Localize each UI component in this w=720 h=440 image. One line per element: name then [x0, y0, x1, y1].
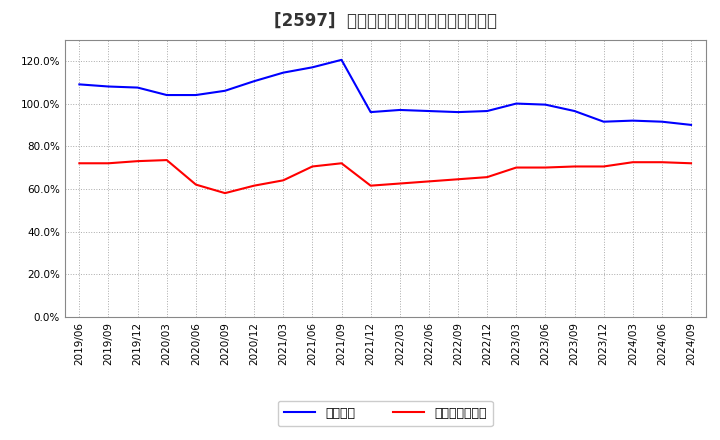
- 固定比率: [599, 119, 608, 125]
- 固定比率: [687, 122, 696, 128]
- 固定長期適合率: [220, 191, 229, 196]
- 固定比率: [75, 82, 84, 87]
- 固定長期適合率: [250, 183, 258, 188]
- 固定比率: [308, 65, 317, 70]
- 固定長期適合率: [657, 160, 666, 165]
- 固定長期適合率: [366, 183, 375, 188]
- 固定長期適合率: [192, 182, 200, 187]
- 固定長期適合率: [395, 181, 404, 186]
- 固定比率: [366, 110, 375, 115]
- 固定長期適合率: [308, 164, 317, 169]
- Line: 固定長期適合率: 固定長期適合率: [79, 160, 691, 193]
- 固定長期適合率: [687, 161, 696, 166]
- 固定比率: [250, 78, 258, 84]
- Line: 固定比率: 固定比率: [79, 60, 691, 125]
- 固定比率: [279, 70, 287, 75]
- 固定長期適合率: [104, 161, 113, 166]
- 固定比率: [483, 108, 492, 114]
- 固定長期適合率: [163, 158, 171, 163]
- 固定長期適合率: [337, 161, 346, 166]
- 固定比率: [570, 108, 579, 114]
- 固定比率: [454, 110, 462, 115]
- 固定比率: [163, 92, 171, 98]
- 固定長期適合率: [483, 175, 492, 180]
- 固定比率: [425, 108, 433, 114]
- 固定比率: [541, 102, 550, 107]
- 固定長期適合率: [629, 160, 637, 165]
- 固定長期適合率: [133, 158, 142, 164]
- 固定比率: [395, 107, 404, 113]
- 固定比率: [512, 101, 521, 106]
- Legend: 固定比率, 固定長期適合率: 固定比率, 固定長期適合率: [278, 401, 492, 426]
- 固定長期適合率: [599, 164, 608, 169]
- 固定比率: [133, 85, 142, 90]
- 固定比率: [192, 92, 200, 98]
- 固定長期適合率: [279, 178, 287, 183]
- 固定長期適合率: [425, 179, 433, 184]
- 固定長期適合率: [512, 165, 521, 170]
- 固定長期適合率: [570, 164, 579, 169]
- 固定長期適合率: [541, 165, 550, 170]
- 固定比率: [104, 84, 113, 89]
- 固定長期適合率: [454, 176, 462, 182]
- Title: [2597]  固定比率、固定長期適合率の推移: [2597] 固定比率、固定長期適合率の推移: [274, 12, 497, 30]
- 固定長期適合率: [75, 161, 84, 166]
- 固定比率: [220, 88, 229, 93]
- 固定比率: [337, 57, 346, 62]
- 固定比率: [657, 119, 666, 125]
- 固定比率: [629, 118, 637, 123]
